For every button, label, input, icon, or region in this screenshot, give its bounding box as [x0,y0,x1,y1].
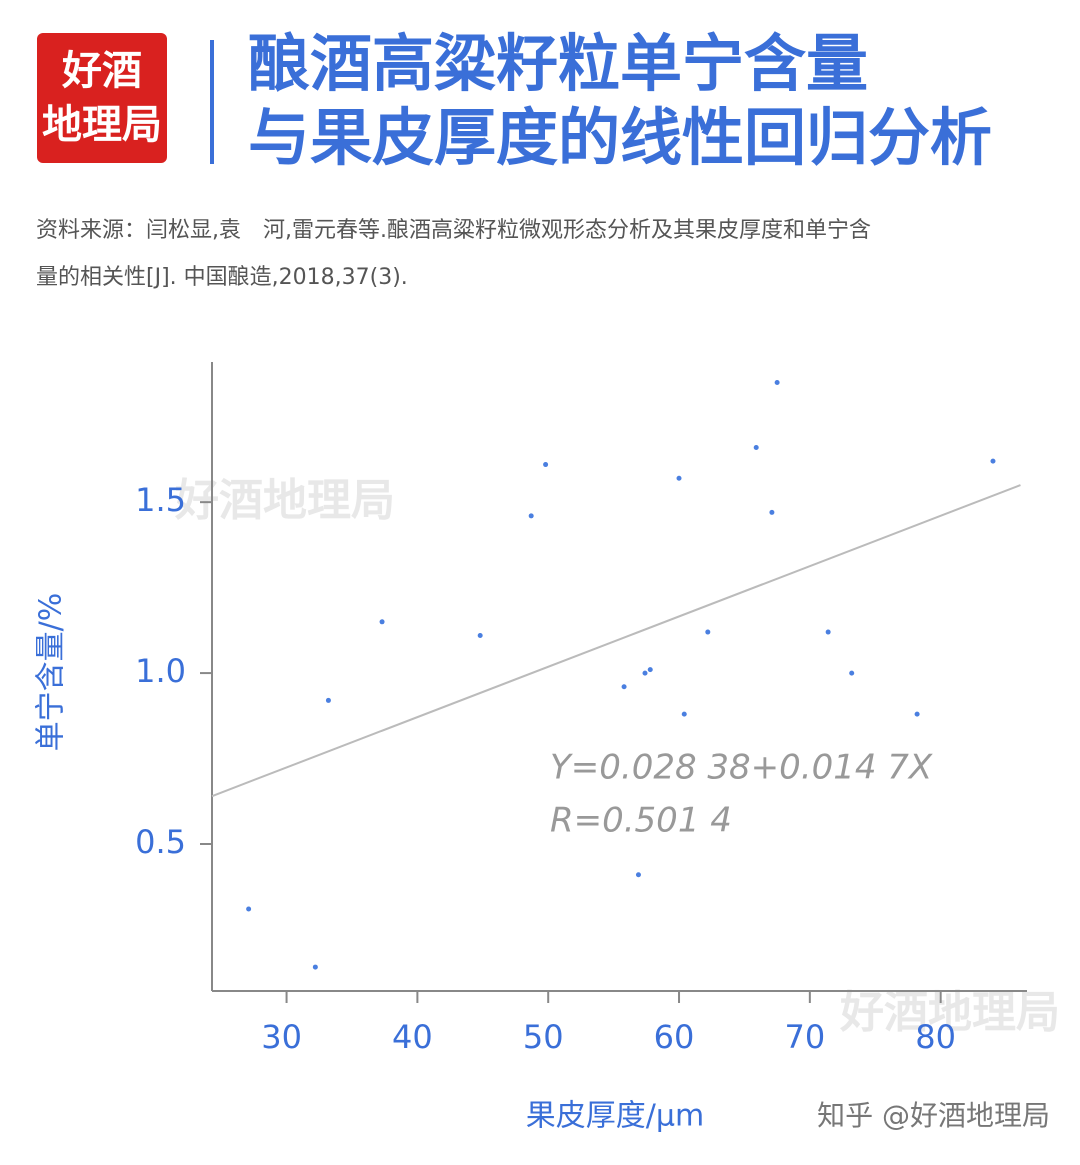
point [681,711,687,717]
point [990,458,996,464]
point [621,684,627,690]
title-bar [210,40,214,164]
watermark: 好酒地理局 [839,987,1060,1038]
logo-text: 地理局 [42,102,162,148]
point [246,906,252,912]
point [769,509,775,515]
point [635,872,641,878]
point [379,619,385,625]
logo-box [37,33,167,163]
point [849,670,855,676]
x-tick-label: 40 [392,1018,433,1056]
point [477,632,483,638]
source: 资料来源：闫松显,袁 河,雷元春等.酿酒高粱籽粒微观形态分析及其果皮厚度和单宁含 [36,218,871,243]
point [543,462,549,468]
x-tick-label: 80 [915,1018,956,1056]
point [914,711,920,717]
watermark: 好酒地理局 [174,475,395,526]
title: 与果皮厚度的线性回归分析 [248,101,992,174]
point [705,629,711,635]
logo-text: 好酒 [61,48,142,94]
point [312,964,318,970]
footer: 知乎 @好酒地理局 [817,1099,1050,1132]
trend-line [211,484,1021,798]
y-axis-label: 单宁含量/% [34,593,69,752]
y-tick-label: 1.0 [135,652,186,690]
x-tick-label: 30 [261,1018,302,1056]
point [528,513,534,519]
title: 酿酒高粱籽粒单宁含量 [248,27,868,100]
point [774,380,780,386]
point [325,697,331,703]
y-tick-label: 1.5 [135,481,186,519]
point [676,475,682,481]
point [825,629,831,635]
x-tick-label: 60 [654,1018,695,1056]
point [753,444,759,450]
x-tick-label: 70 [784,1018,825,1056]
source: 量的相关性[J]. 中国酿造,2018,37(3). [36,265,408,290]
annotation: Y=0.028 38+0.014 7X [550,748,933,788]
point [642,670,648,676]
annotation: R=0.501 4 [550,801,732,841]
x-tick-label: 50 [523,1018,564,1056]
x-axis-label: 果皮厚度/μm [526,1099,704,1134]
y-tick-label: 0.5 [135,823,186,861]
point [647,667,653,673]
